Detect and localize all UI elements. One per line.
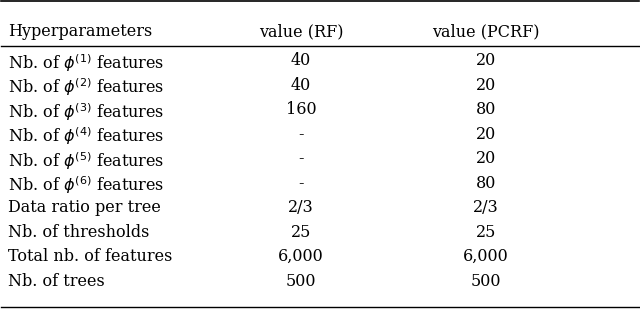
Text: 500: 500 <box>285 273 316 290</box>
Text: Nb. of $\phi^{(2)}$ features: Nb. of $\phi^{(2)}$ features <box>8 77 164 99</box>
Text: Nb. of $\phi^{(4)}$ features: Nb. of $\phi^{(4)}$ features <box>8 126 164 147</box>
Text: 20: 20 <box>476 52 496 69</box>
Text: 40: 40 <box>291 77 311 94</box>
Text: Nb. of $\phi^{(6)}$ features: Nb. of $\phi^{(6)}$ features <box>8 175 164 197</box>
Text: 80: 80 <box>476 175 496 192</box>
Text: Nb. of $\phi^{(1)}$ features: Nb. of $\phi^{(1)}$ features <box>8 52 164 74</box>
Text: -: - <box>298 126 303 143</box>
Text: Data ratio per tree: Data ratio per tree <box>8 199 161 216</box>
Text: value (PCRF): value (PCRF) <box>432 23 540 40</box>
Text: 20: 20 <box>476 150 496 167</box>
Text: Total nb. of features: Total nb. of features <box>8 248 172 265</box>
Text: 25: 25 <box>476 224 496 241</box>
Text: Hyperparameters: Hyperparameters <box>8 23 152 40</box>
Text: 20: 20 <box>476 77 496 94</box>
Text: 40: 40 <box>291 52 311 69</box>
Text: 20: 20 <box>476 126 496 143</box>
Text: Nb. of thresholds: Nb. of thresholds <box>8 224 149 241</box>
Text: Nb. of $\phi^{(3)}$ features: Nb. of $\phi^{(3)}$ features <box>8 101 164 123</box>
Text: value (RF): value (RF) <box>259 23 343 40</box>
Text: 25: 25 <box>291 224 311 241</box>
Text: 500: 500 <box>470 273 501 290</box>
Text: -: - <box>298 150 303 167</box>
Text: 160: 160 <box>285 101 316 118</box>
Text: Nb. of trees: Nb. of trees <box>8 273 104 290</box>
Text: Nb. of $\phi^{(5)}$ features: Nb. of $\phi^{(5)}$ features <box>8 150 164 172</box>
Text: 2/3: 2/3 <box>473 199 499 216</box>
Text: 80: 80 <box>476 101 496 118</box>
Text: 6,000: 6,000 <box>463 248 509 265</box>
Text: 2/3: 2/3 <box>288 199 314 216</box>
Text: 6,000: 6,000 <box>278 248 324 265</box>
Text: -: - <box>298 175 303 192</box>
